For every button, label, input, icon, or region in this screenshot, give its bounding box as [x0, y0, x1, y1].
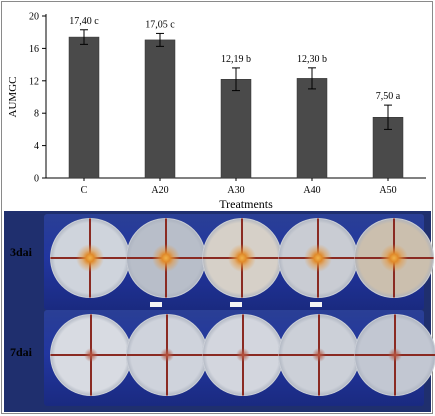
- petri-dish: [278, 218, 358, 298]
- data-label: 17,05 c: [145, 19, 175, 30]
- bar-a30: [220, 79, 252, 179]
- y-tick-label: 16: [29, 44, 39, 55]
- bar-a40: [296, 78, 328, 179]
- y-tick-label: 20: [29, 12, 39, 23]
- y-axis-label: AUMGC: [7, 77, 19, 118]
- petri-dish: [278, 314, 360, 396]
- petri-dish: [354, 314, 435, 396]
- petri-dish: [126, 314, 208, 396]
- petri-dish: [354, 218, 434, 298]
- x-tick-label: A20: [151, 185, 168, 196]
- data-label: 12,30 b: [297, 54, 327, 65]
- y-tick-label: 0: [34, 174, 39, 185]
- y-tick-label: 4: [34, 141, 39, 152]
- x-tick-label: C: [81, 185, 88, 196]
- petri-dish: [202, 218, 282, 298]
- petri-dish: [50, 314, 132, 396]
- dish-label-tag: [230, 302, 242, 307]
- y-tick-label: 12: [29, 76, 39, 87]
- row-label-3dai: 3dai: [10, 245, 33, 259]
- petri-dish: [126, 218, 206, 298]
- y-tick-label: 8: [34, 109, 39, 120]
- petri-dish: [50, 218, 130, 298]
- bar-chart: 0 4 8 12 16 20 AUMGC Treatments 17,40 c C 17,05 c A…: [7, 12, 426, 210]
- x-tick-label: A50: [379, 185, 396, 196]
- dish-label-tag: [150, 302, 162, 307]
- x-tick-label: A30: [227, 185, 244, 196]
- x-axis-label: Treatments: [219, 197, 273, 210]
- dish-label-tag: [310, 302, 322, 307]
- bar-c: [68, 36, 100, 179]
- petri-dish: [202, 314, 284, 396]
- data-label: 12,19 b: [221, 54, 251, 65]
- data-label: 7,50 a: [376, 91, 401, 102]
- x-tick-label: A40: [303, 185, 320, 196]
- bar-a20: [144, 39, 176, 179]
- data-label: 17,40 c: [69, 16, 99, 27]
- row-label-7dai: 7dai: [10, 345, 33, 359]
